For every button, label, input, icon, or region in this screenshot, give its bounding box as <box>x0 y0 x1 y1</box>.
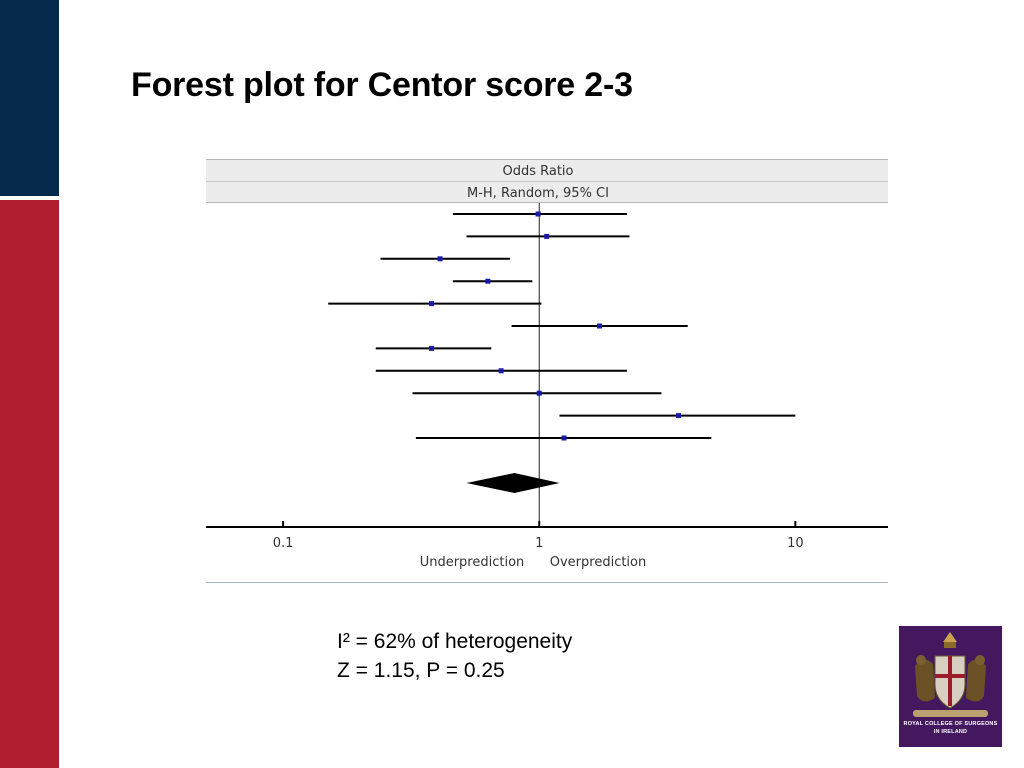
x-tick-label: 10 <box>787 536 804 551</box>
stats-heterogeneity: I² = 62% of heterogeneity <box>337 630 573 653</box>
study-point <box>535 211 541 217</box>
study-point <box>597 323 603 329</box>
stats-z-p: Z = 1.15, P = 0.25 <box>337 659 505 682</box>
header-method: M-H, Random, 95% CI <box>467 186 609 201</box>
study-point <box>429 301 435 307</box>
crest-icon <box>913 632 988 717</box>
college-logo: ROYAL COLLEGE OF SURGEONS IN IRELAND <box>899 626 1002 747</box>
pooled-diamond <box>466 473 560 493</box>
slide-title: Forest plot for Centor score 2-3 <box>131 66 633 104</box>
forest-marks: 0.1 1 10 <box>206 203 888 551</box>
study-point <box>498 368 504 374</box>
xlabel-overprediction: Overprediction <box>550 555 647 570</box>
accent-bar-red <box>0 200 59 768</box>
logo-caption-line1: ROYAL COLLEGE OF SURGEONS <box>903 721 998 727</box>
study-point <box>561 435 567 441</box>
study-point <box>536 390 542 396</box>
xlabel-underprediction: Underprediction <box>420 555 525 570</box>
study-point <box>676 413 682 419</box>
study-point <box>544 233 550 239</box>
study-point <box>437 256 443 262</box>
x-tick-label: 0.1 <box>273 536 294 551</box>
study-point <box>429 345 435 351</box>
header-odds-ratio: Odds Ratio <box>502 164 573 179</box>
x-tick-label: 1 <box>535 536 543 551</box>
accent-bar-navy <box>0 0 59 196</box>
header-band <box>206 159 888 202</box>
logo-caption-line2: IN IRELAND <box>933 729 968 735</box>
study-point <box>485 278 491 284</box>
stats-block: I² = 62% of heterogeneity Z = 1.15, P = … <box>337 627 572 685</box>
